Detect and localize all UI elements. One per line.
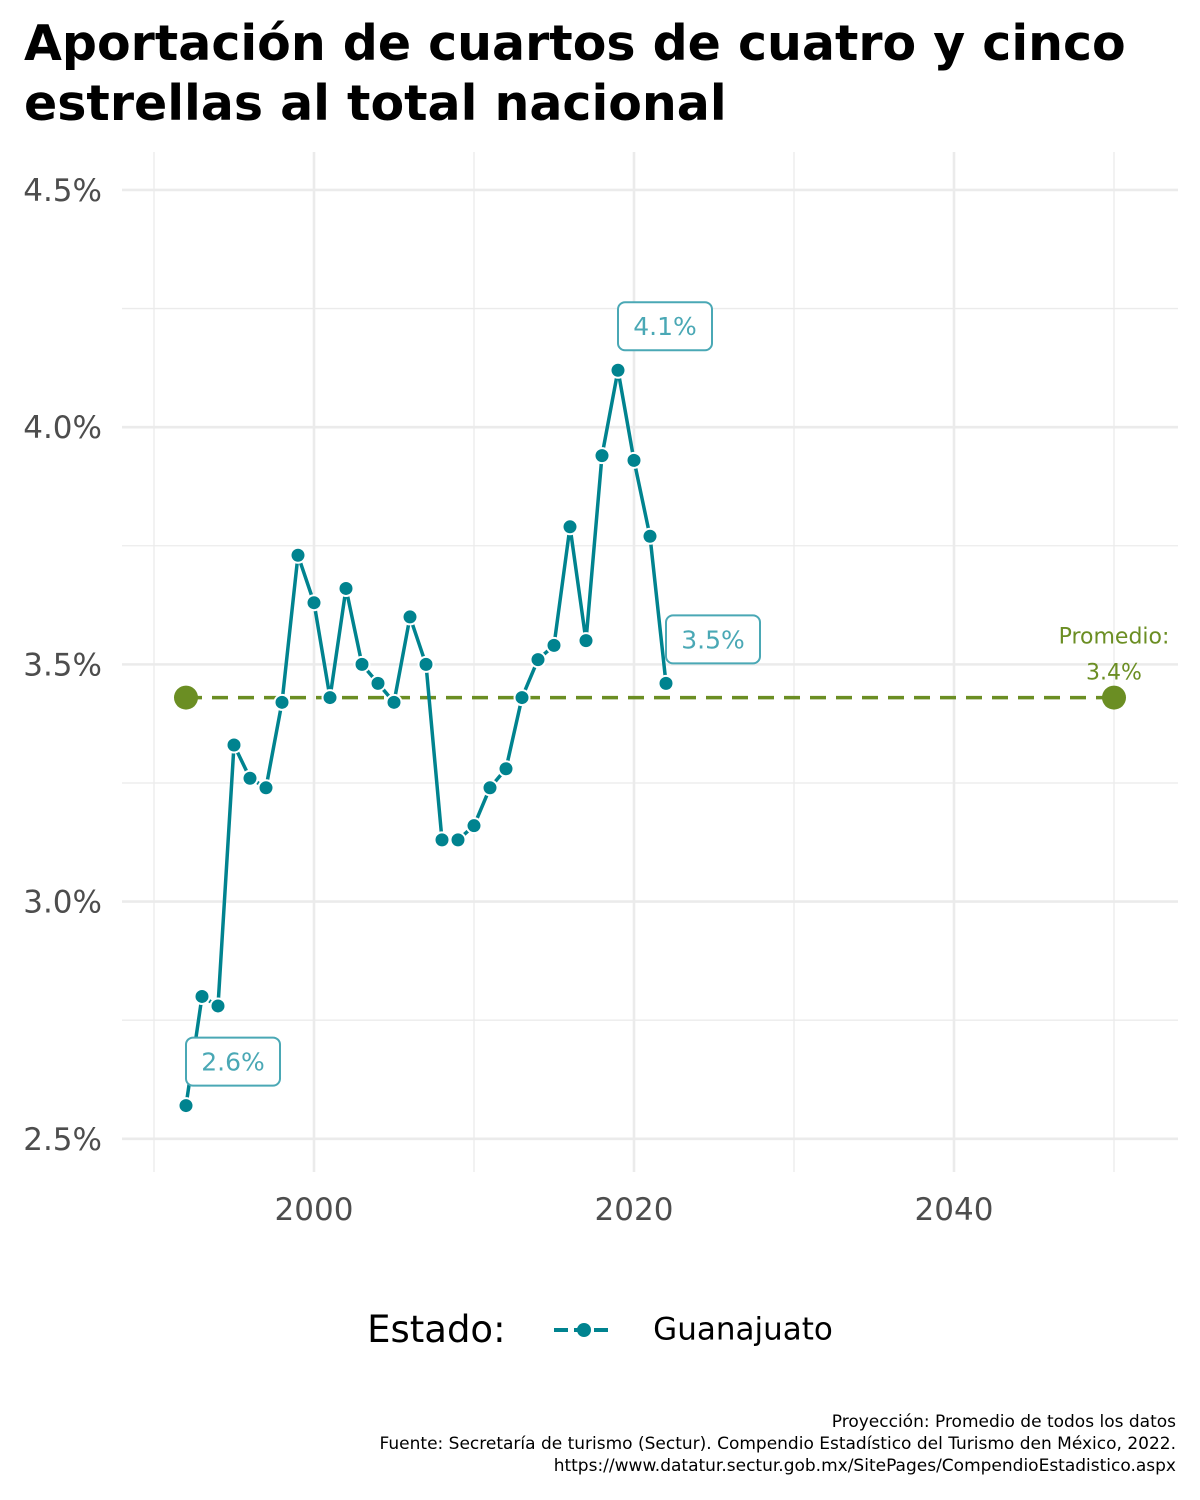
data-point xyxy=(513,689,531,707)
legend-key-line-dot-icon xyxy=(554,1322,615,1337)
x-tick-label: 2000 xyxy=(275,1192,354,1228)
data-annotations: 2.6% 4.1% 3.5% xyxy=(185,301,761,1087)
x-tick-label: 2040 xyxy=(915,1192,994,1228)
data-point xyxy=(273,693,291,711)
data-point xyxy=(561,518,579,536)
y-tick-label: 3.5% xyxy=(23,647,102,683)
average-end-point xyxy=(1102,685,1126,710)
data-point xyxy=(257,779,275,797)
legend-title: Estado: xyxy=(367,1308,506,1351)
annotation-label: 2.6% xyxy=(185,1036,281,1087)
average-start-point xyxy=(174,685,198,710)
y-tick-label: 4.0% xyxy=(23,410,102,446)
y-tick-label: 2.5% xyxy=(23,1122,102,1158)
data-point xyxy=(241,769,259,787)
data-point xyxy=(225,736,243,754)
data-point xyxy=(177,1097,195,1115)
y-tick-label: 4.5% xyxy=(23,173,102,209)
data-point xyxy=(321,689,339,707)
data-point xyxy=(305,594,323,612)
x-tick-label: 2020 xyxy=(595,1192,674,1228)
annotation-box xyxy=(185,1036,281,1087)
data-point xyxy=(593,447,611,465)
data-point xyxy=(577,632,595,650)
legend: Estado: Guanajuato xyxy=(0,1308,1200,1351)
data-point xyxy=(401,608,419,626)
major-gridlines xyxy=(122,152,1178,1172)
data-point xyxy=(433,831,451,849)
data-point xyxy=(369,674,387,692)
series-line xyxy=(184,368,668,1106)
average-value-label: 3.4% xyxy=(1086,661,1142,686)
data-point xyxy=(417,655,435,673)
chart-title: Aportación de cuartos de cuatro y cinco … xyxy=(24,15,1126,132)
annotation-text: 3.5% xyxy=(681,625,745,654)
data-point xyxy=(545,636,563,654)
y-tick-label: 3.0% xyxy=(23,885,102,921)
annotation-box xyxy=(617,301,713,352)
caption-projection-note: Proyección: Promedio de todos los datos xyxy=(831,1412,1176,1432)
caption-source: Fuente: Secretaría de turismo (Sectur). … xyxy=(379,1434,1176,1454)
chart-plot: Promedio:3.4% 2.6%4.1%3.5% 2000 2020 20402… xyxy=(23,152,1178,1228)
data-point xyxy=(641,527,659,545)
data-point xyxy=(353,655,371,673)
caption-url: https://www.datatur.sectur.gob.mx/SitePa… xyxy=(553,1456,1176,1476)
axis-tick-labels: 2000 2020 2040 2.5% 3.0% 3.5% 4.0% 4.5% xyxy=(23,173,993,1228)
data-point xyxy=(385,693,403,711)
data-point xyxy=(209,997,227,1015)
average-projection: Promedio: 3.4% xyxy=(174,625,1169,710)
data-point xyxy=(481,779,499,797)
legend-label-guanajuato: Guanajuato xyxy=(653,1311,833,1348)
annotation-label: 3.5% xyxy=(665,614,761,665)
average-label: Promedio: xyxy=(1059,625,1170,650)
annotation-text: 4.1% xyxy=(633,312,697,341)
data-point xyxy=(529,651,547,669)
data-point xyxy=(625,451,643,469)
data-point xyxy=(657,674,675,692)
data-point xyxy=(289,546,307,564)
data-point xyxy=(193,987,211,1005)
data-point xyxy=(449,831,467,849)
series-guanajuato xyxy=(177,361,675,1115)
data-point xyxy=(465,817,483,835)
data-point xyxy=(337,579,355,597)
annotation-box xyxy=(665,614,761,665)
annotation-label: 4.1% xyxy=(617,301,713,352)
data-point xyxy=(497,760,515,778)
annotation-text: 2.6% xyxy=(201,1048,265,1077)
caption: Proyección: Promedio de todos los datos … xyxy=(380,1411,1176,1477)
data-point xyxy=(609,361,627,379)
